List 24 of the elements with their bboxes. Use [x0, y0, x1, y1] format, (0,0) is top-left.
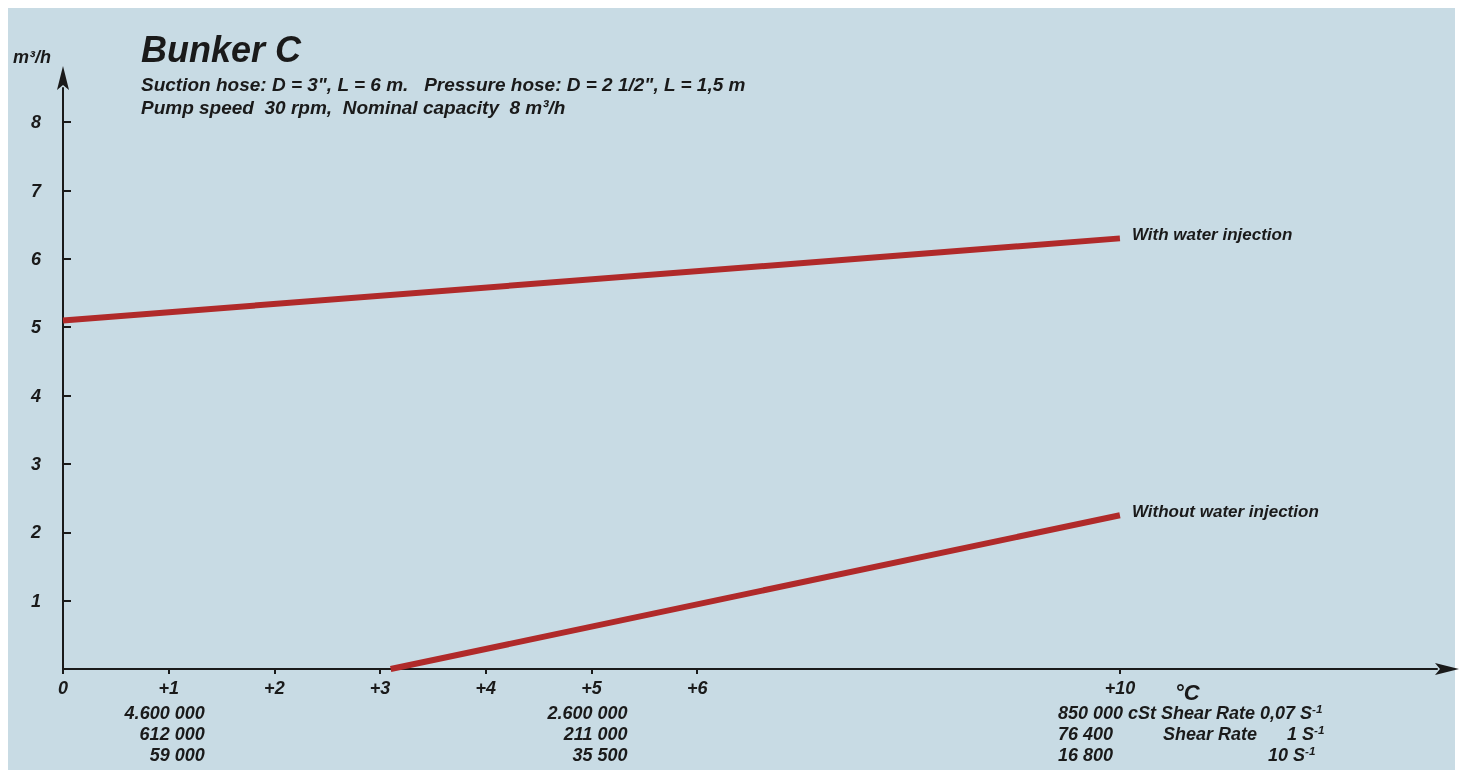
text: 2.600 000 211 000 35 500 — [546, 702, 628, 765]
x-tick-label: +5 — [581, 678, 603, 698]
x-axis-title: °C — [1174, 679, 1201, 705]
y-tick-label: 2 — [29, 522, 41, 543]
x-tick-label: +6 — [686, 678, 709, 698]
x-tick-label: +3 — [369, 678, 391, 698]
y-tick-label: 8 — [30, 112, 41, 133]
x-tick-label: +2 — [264, 678, 285, 698]
x-tick-label: +10 — [1104, 678, 1136, 698]
x-tick-label: +4 — [475, 678, 497, 698]
x-tick-label: 0 — [57, 678, 69, 698]
y-tick-label: 1 — [30, 590, 41, 611]
y-tick-label: 7 — [30, 180, 42, 201]
x-tick-label: +1 — [158, 678, 179, 698]
y-tick-label: 5 — [30, 317, 42, 338]
series-label: With water injection — [1131, 224, 1293, 244]
y-tick-label: 4 — [29, 385, 41, 406]
y-tick-label: 6 — [30, 248, 42, 269]
y-axis-title: m³/h — [13, 47, 51, 67]
chart-subtitle: Suction hose: D = 3", L = 6 m. Pressure hose: D = 2 1/2", L = 1,5 m Pump speed 30 rpm, Nominal capacity 8 m³/h — [141, 74, 746, 118]
text: 4.600 000 612 000 59 000 — [123, 702, 205, 765]
series-label: Without water injection — [1131, 501, 1319, 521]
y-tick-label: 3 — [30, 453, 41, 474]
chart-title: Bunker C — [141, 28, 303, 70]
